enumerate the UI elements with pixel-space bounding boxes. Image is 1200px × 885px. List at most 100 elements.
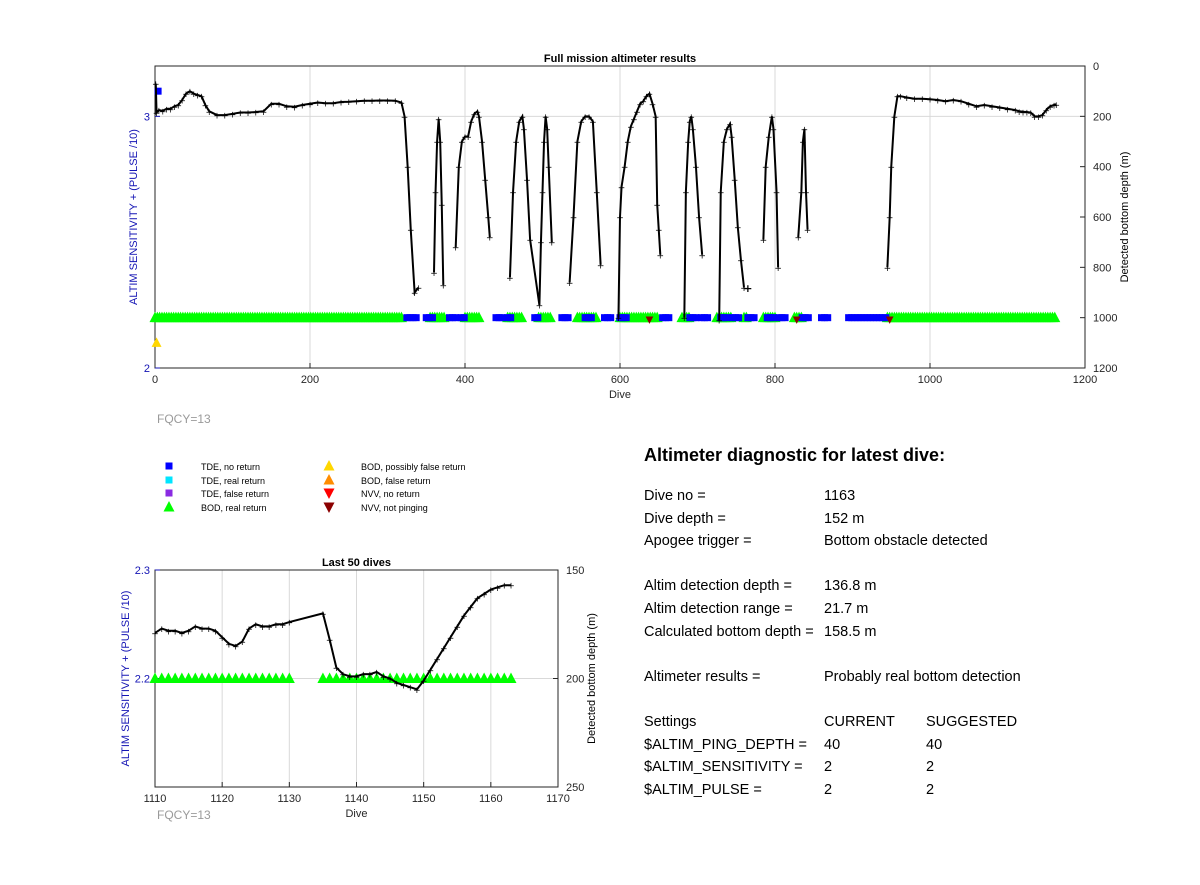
depth-point: +: [245, 625, 253, 635]
legend-label: TDE, no return: [201, 462, 260, 472]
depth-point: +: [698, 251, 706, 261]
apogee-row: Apogee trigger = Bottom obstacle detected: [644, 533, 1164, 556]
depth-point: +: [433, 655, 441, 665]
depth-point: +: [500, 582, 508, 592]
depth-point: +: [298, 102, 306, 112]
depth-point: +: [646, 90, 654, 100]
depth-point: +: [537, 239, 545, 249]
depth-point: +: [205, 625, 213, 635]
depth-point: +: [633, 108, 641, 118]
depth-point: +: [192, 623, 200, 633]
depth-point: +: [471, 110, 479, 120]
x-axis-label: Dive: [345, 808, 367, 820]
legend-marker-triangle: [323, 488, 335, 499]
setting-current: 2: [824, 781, 833, 798]
depth-point: +: [182, 90, 190, 100]
calc-bottom-row: Calculated bottom depth = 158.5 m: [644, 624, 1164, 647]
depth-point: +: [198, 93, 206, 103]
depth-point: +: [159, 107, 167, 117]
depth-point: +: [652, 113, 660, 123]
depth-point: +: [453, 623, 461, 633]
x-tick-label: 0: [152, 374, 158, 386]
x-tick-label: 1120: [210, 793, 234, 805]
depth-point: +: [996, 104, 1004, 114]
y2-tick-label: 1000: [1093, 313, 1117, 325]
setting-name: $ALTIM_SENSITIVITY =: [644, 759, 803, 776]
depth-point: +: [218, 634, 226, 644]
depth-point: +: [1042, 107, 1050, 117]
depth-point: +: [723, 125, 731, 135]
tde-no-return-marker: [723, 314, 731, 322]
y2-tick-label: 150: [566, 565, 584, 577]
depth-point: +: [460, 612, 468, 622]
apogee-value: Bottom obstacle detected: [824, 533, 988, 550]
depth-point: +: [539, 188, 547, 198]
depth-point: +: [519, 113, 527, 123]
nvv-marker: [792, 316, 801, 324]
depth-point: +: [653, 201, 661, 211]
depth-point: +: [435, 115, 443, 125]
depth-point: +: [213, 112, 221, 122]
tde-no-return-marker: [882, 314, 890, 322]
depth-point: +: [171, 627, 179, 637]
depth-point: +: [618, 183, 626, 193]
settings-header-row: Settings CURRENT SUGGESTED: [644, 714, 1164, 737]
depth-point: +: [773, 188, 781, 198]
depth-point: +: [398, 99, 406, 109]
legend-label: BOD, real return: [201, 503, 267, 513]
legend-marker-triangle: [323, 460, 335, 471]
depth-point: +: [1023, 109, 1031, 119]
depth-point: +: [536, 302, 544, 312]
depth-point: +: [965, 100, 973, 110]
depth-line: [683, 116, 704, 318]
altim-depth-label: Altim detection depth =: [644, 578, 792, 595]
depth-point: +: [689, 125, 697, 135]
depth-point: +: [515, 118, 523, 128]
depth-point: +: [401, 113, 409, 123]
tde-no-return-marker: [607, 314, 615, 322]
depth-point: +: [682, 188, 690, 198]
legend-label: NVV, no return: [361, 489, 420, 499]
settings-label: Settings: [644, 713, 697, 730]
depth-point: +: [566, 279, 574, 289]
depth-point: +: [593, 188, 601, 198]
depth-point: +: [267, 100, 275, 110]
depth-point: +: [275, 100, 283, 110]
depth-point: +: [507, 582, 515, 592]
depth-point: +: [252, 621, 260, 631]
setting-suggested: 2: [926, 781, 935, 798]
depth-point: +: [804, 226, 812, 236]
altim-range-label: Altim detection range =: [644, 600, 793, 617]
depth-point: +: [433, 138, 441, 148]
depth-point: +: [520, 125, 528, 135]
setting-suggested: 2: [926, 759, 935, 776]
depth-point: +: [353, 98, 361, 108]
depth-point: +: [734, 224, 742, 234]
depth-point: +: [684, 138, 692, 148]
depth-point: +: [1027, 109, 1035, 119]
depth-point: +: [376, 97, 384, 107]
legend-marker-triangle: [323, 502, 335, 513]
y2-tick-label: 400: [1093, 162, 1111, 174]
depth-point: +: [167, 105, 175, 115]
depth-point: +: [526, 236, 534, 246]
x-tick-label: 200: [301, 374, 319, 386]
depth-point: +: [657, 251, 665, 261]
last-50-dives-chart: 1110 1120 1130 1140 1150 1160 1170 2.2 2.3 150 200…: [120, 557, 598, 820]
depth-point: +: [686, 118, 694, 128]
depth-point: +: [440, 281, 448, 291]
x-tick-label: 400: [456, 374, 474, 386]
dive-depth-value: 152 m: [824, 510, 865, 527]
depth-point: +: [221, 112, 229, 122]
depth-point: +: [728, 133, 736, 143]
tde-no-return-marker: [781, 314, 789, 322]
x-axis-label: Dive: [609, 389, 631, 401]
legend-marker-square: [165, 462, 173, 470]
x-tick-label: 1140: [345, 793, 369, 805]
x-tick-label: 1170: [546, 793, 570, 805]
depth-line: [718, 120, 745, 321]
depth-point: +: [272, 621, 280, 631]
depth-point: +: [427, 666, 435, 676]
y2-tick-label: 600: [1093, 212, 1111, 224]
x-tick-label: 1160: [479, 793, 503, 805]
